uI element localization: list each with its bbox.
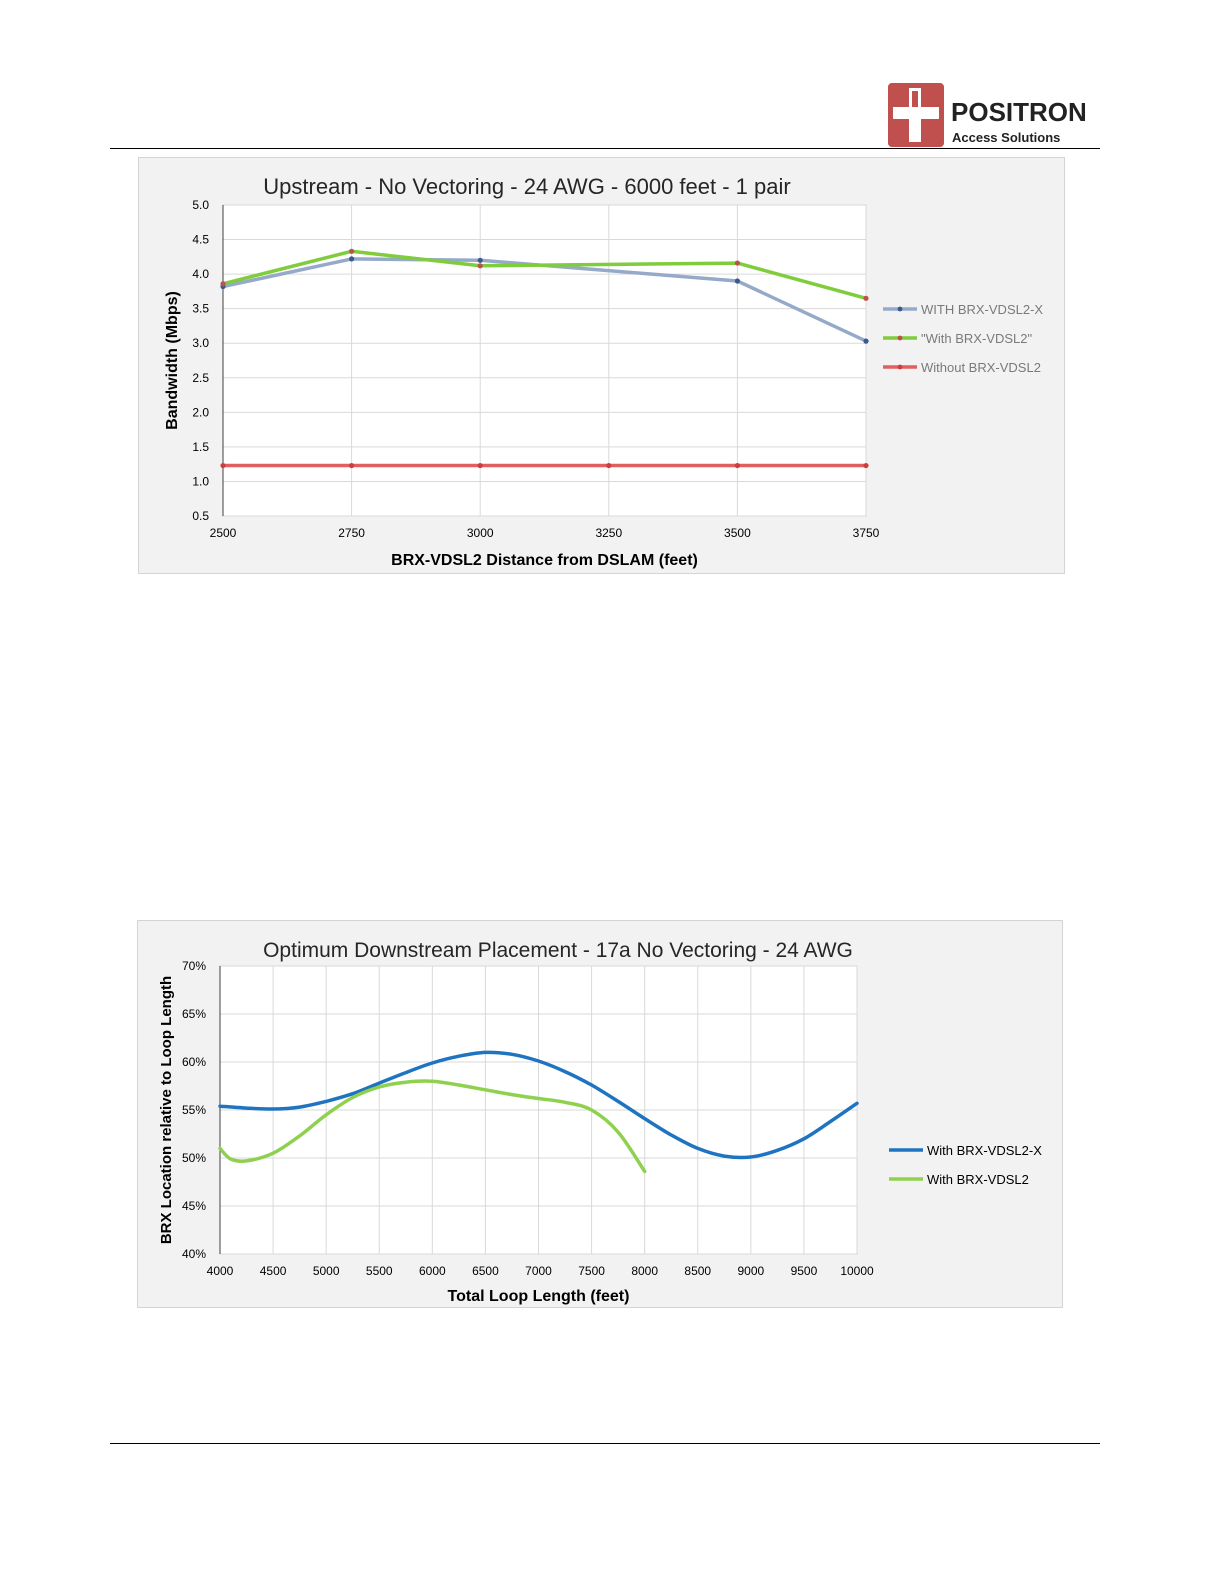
y-axis-label: Bandwidth (Mbps) — [164, 291, 181, 430]
positron-cross-icon — [888, 83, 944, 147]
series-2-point — [606, 462, 612, 469]
y-tick-label: 40% — [182, 1247, 206, 1261]
series-0-point — [734, 278, 741, 284]
series-0-point — [863, 338, 869, 344]
x-tick-label: 6000 — [419, 1264, 446, 1278]
series-2-point — [349, 462, 355, 469]
y-tick-label: 70% — [182, 959, 206, 973]
y-tick-label: 3.5 — [192, 302, 209, 316]
series-1-point — [220, 281, 226, 287]
x-tick-label: 3000 — [467, 526, 494, 540]
y-tick-label: 55% — [182, 1103, 206, 1117]
series-2-point — [734, 462, 741, 469]
y-tick-label: 1.0 — [192, 474, 209, 488]
x-axis-label: Total Loop Length (feet) — [448, 1288, 630, 1305]
series-2-point — [477, 462, 483, 469]
y-tick-label: 45% — [182, 1199, 206, 1213]
x-tick-label: 9500 — [791, 1264, 818, 1278]
y-tick-label: 4.0 — [192, 267, 209, 281]
x-tick-label: 2500 — [210, 526, 237, 540]
chart-title: Optimum Downstream Placement - 17a No Ve… — [263, 939, 853, 962]
x-tick-label: 10000 — [840, 1264, 874, 1278]
positron-logo: POSITRON Access Solutions — [888, 83, 1100, 147]
logo-name: POSITRON — [951, 97, 1087, 127]
x-tick-label: 5000 — [313, 1264, 340, 1278]
y-tick-label: 4.5 — [192, 233, 209, 247]
y-tick-label: 3.0 — [192, 336, 209, 350]
x-tick-label: 7000 — [525, 1264, 552, 1278]
legend-label-1: With BRX-VDSL2 — [927, 1172, 1029, 1187]
y-tick-label: 60% — [182, 1055, 206, 1069]
legend-label-2: Without BRX-VDSL2 — [921, 360, 1041, 375]
x-tick-label: 6500 — [472, 1264, 499, 1278]
y-tick-label: 1.5 — [192, 440, 209, 454]
x-tick-label: 9000 — [737, 1264, 764, 1278]
legend-label-0: WITH BRX-VDSL2-X — [921, 302, 1043, 317]
series-line-0 — [218, 1050, 859, 1160]
x-tick-label: 7500 — [578, 1264, 605, 1278]
y-tick-label: 0.5 — [192, 509, 209, 523]
series-1-point — [734, 260, 741, 266]
x-tick-label: 4500 — [260, 1264, 287, 1278]
y-axis-label: BRX Location relative to Loop Length — [158, 976, 175, 1244]
x-tick-label: 3250 — [595, 526, 622, 540]
x-tick-label: 2750 — [338, 526, 365, 540]
y-tick-label: 50% — [182, 1151, 206, 1165]
series-line-1 — [218, 1079, 647, 1174]
y-tick-label: 2.5 — [192, 371, 209, 385]
legend-label-0: With BRX-VDSL2-X — [927, 1143, 1042, 1158]
x-tick-label: 8000 — [631, 1264, 658, 1278]
logo-subtitle: Access Solutions — [952, 130, 1061, 145]
series-2-point — [220, 462, 226, 469]
series-1-point — [863, 295, 869, 301]
downstream-placement-chart-svg: 40% 45% 50% 55% 60% 65% 70% 4000 4500 5000 5500 600… — [158, 939, 1042, 1305]
plot-area — [222, 204, 867, 517]
series-2-point — [863, 462, 869, 469]
x-tick-label: 3500 — [724, 526, 751, 540]
upstream-chart: 0.5 1.0 1.5 2.0 2.5 3.0 3.5 4.0 4.5 5.0 2500 2750 30… — [138, 157, 1065, 574]
legend-marker-2 — [897, 364, 903, 370]
x-tick-label: 4000 — [207, 1264, 234, 1278]
series-0-point — [349, 256, 355, 262]
upstream-chart-svg: 0.5 1.0 1.5 2.0 2.5 3.0 3.5 4.0 4.5 5.0 2500 2750 30… — [164, 174, 1043, 569]
legend-marker-0 — [897, 306, 903, 312]
series-1-point — [477, 263, 483, 269]
x-tick-label: 3750 — [853, 526, 880, 540]
y-tick-label: 5.0 — [192, 198, 209, 212]
downstream-placement-chart: 40% 45% 50% 55% 60% 65% 70% 4000 4500 5000 5500 600… — [137, 920, 1063, 1308]
series-1-point — [349, 248, 355, 254]
legend-marker-1 — [897, 335, 903, 341]
x-axis-label: BRX-VDSL2 Distance from DSLAM (feet) — [391, 552, 698, 569]
x-tick-label: 8500 — [684, 1264, 711, 1278]
footer-divider — [110, 1443, 1100, 1444]
y-tick-label: 2.0 — [192, 405, 209, 419]
series-0-point — [477, 257, 483, 263]
chart-title: Upstream - No Vectoring - 24 AWG - 6000 … — [263, 174, 790, 199]
header-divider — [110, 148, 1100, 149]
y-tick-label: 65% — [182, 1007, 206, 1021]
legend-label-1: "With BRX-VDSL2" — [921, 331, 1032, 346]
x-tick-label: 5500 — [366, 1264, 393, 1278]
